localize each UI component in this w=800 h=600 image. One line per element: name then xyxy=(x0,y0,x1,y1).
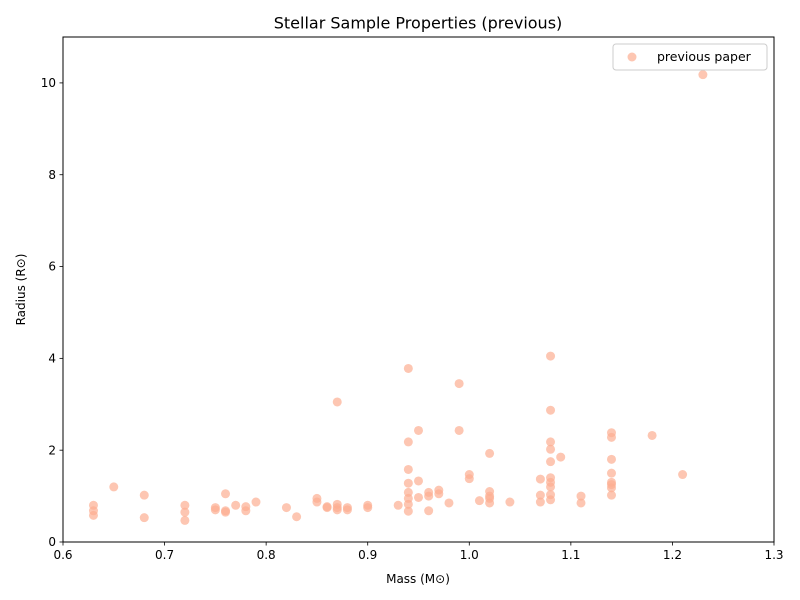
y-tick-label: 4 xyxy=(48,352,56,366)
data-point xyxy=(647,430,657,440)
data-point xyxy=(403,363,413,373)
data-point xyxy=(414,492,423,502)
x-axis-ticks: 0.6 0.7 0.8 0.9 1.0 1.1 1.2 1.3 xyxy=(53,542,784,562)
y-tick-label: 10 xyxy=(41,76,56,90)
data-point xyxy=(698,70,708,80)
data-point xyxy=(363,503,373,513)
y-axis-ticks: 0 2 4 6 8 10 xyxy=(41,76,63,549)
data-points xyxy=(88,70,708,525)
data-point xyxy=(88,510,98,520)
data-point xyxy=(606,490,616,500)
data-point xyxy=(342,505,352,515)
data-point xyxy=(546,495,556,505)
data-point xyxy=(251,497,261,507)
x-tick-label: 1.3 xyxy=(764,548,783,562)
x-tick-label: 0.9 xyxy=(358,548,377,562)
legend-marker xyxy=(627,52,637,62)
data-point xyxy=(322,503,332,513)
data-point xyxy=(210,505,220,515)
data-point xyxy=(606,454,616,464)
x-tick-label: 1.0 xyxy=(460,548,479,562)
data-point xyxy=(403,478,413,488)
data-point xyxy=(606,483,616,493)
data-point xyxy=(139,490,149,500)
data-point xyxy=(576,498,586,508)
data-point xyxy=(546,351,556,361)
data-point xyxy=(414,476,423,486)
x-tick-label: 0.7 xyxy=(155,548,174,562)
data-point xyxy=(403,464,413,474)
data-point xyxy=(424,506,434,516)
data-point xyxy=(414,425,423,435)
legend-label: previous paper xyxy=(657,49,752,64)
data-point xyxy=(180,500,190,510)
y-tick-label: 6 xyxy=(48,260,56,274)
x-tick-label: 1.1 xyxy=(561,548,580,562)
data-point xyxy=(606,432,616,442)
data-point xyxy=(332,505,342,515)
legend-box xyxy=(612,43,768,71)
data-point xyxy=(535,474,545,484)
y-tick-label: 8 xyxy=(48,168,56,182)
data-point xyxy=(403,506,413,516)
data-point xyxy=(485,498,495,508)
data-point xyxy=(312,497,322,507)
data-point xyxy=(241,506,251,516)
data-point xyxy=(505,497,515,507)
x-tick-label: 1.2 xyxy=(663,548,682,562)
data-point xyxy=(180,507,190,517)
data-point xyxy=(546,444,556,454)
data-point xyxy=(546,457,556,467)
x-tick-label: 0.6 xyxy=(53,548,72,562)
data-point xyxy=(678,470,688,480)
data-point xyxy=(424,491,434,501)
data-point xyxy=(403,499,413,509)
data-point xyxy=(221,507,231,517)
data-point xyxy=(281,503,291,513)
data-point xyxy=(109,482,119,492)
data-point xyxy=(556,452,566,462)
data-point xyxy=(546,437,556,447)
data-point xyxy=(606,468,616,478)
data-point xyxy=(393,500,403,510)
x-tick-label: 0.8 xyxy=(257,548,276,562)
data-point xyxy=(332,397,342,407)
data-point xyxy=(454,425,464,435)
data-point xyxy=(231,500,241,510)
data-point xyxy=(221,489,231,499)
x-axis-label: Mass (M⊙) xyxy=(386,572,450,586)
data-point xyxy=(474,496,484,506)
data-point xyxy=(485,448,495,458)
data-point xyxy=(454,379,464,389)
data-point xyxy=(434,489,444,499)
data-point xyxy=(535,497,545,507)
data-point xyxy=(546,405,556,415)
data-point xyxy=(464,474,474,484)
data-point xyxy=(292,512,302,522)
legend: previous paper xyxy=(612,43,768,71)
data-point xyxy=(576,491,586,501)
y-axis-label: Radius (R⊙) xyxy=(14,254,28,326)
data-point xyxy=(444,498,454,508)
data-point xyxy=(403,437,413,447)
data-point xyxy=(535,490,545,500)
data-point xyxy=(139,513,149,523)
chart-title: Stellar Sample Properties (previous) xyxy=(274,14,563,33)
data-point xyxy=(180,515,190,525)
data-point xyxy=(546,482,556,492)
y-tick-label: 0 xyxy=(48,535,56,549)
plot-frame xyxy=(62,36,775,543)
y-tick-label: 2 xyxy=(48,443,56,457)
